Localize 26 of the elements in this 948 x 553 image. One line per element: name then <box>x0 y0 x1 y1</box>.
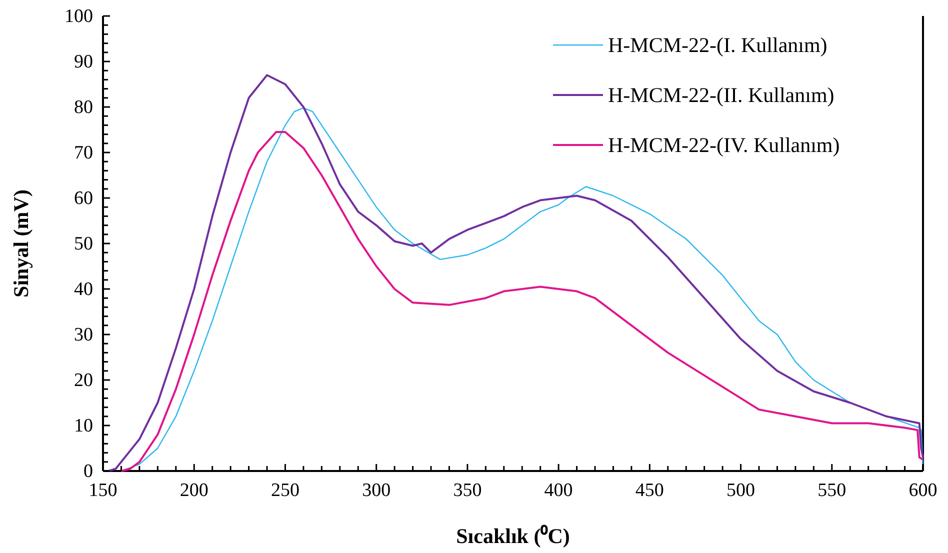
y-tick-label: 20 <box>74 370 93 391</box>
y-tick-label: 30 <box>74 324 93 346</box>
x-tick-label: 450 <box>635 480 664 501</box>
x-tick-label: 600 <box>908 480 938 501</box>
x-axis-title: Sıcaklık (⁰C) <box>456 524 570 548</box>
x-tick-label: 200 <box>180 480 208 501</box>
y-tick-label: 90 <box>74 52 93 72</box>
y-tick-label: 40 <box>74 279 93 300</box>
x-tick-label: 550 <box>818 480 846 501</box>
y-tick-label: 60 <box>74 188 93 209</box>
y-tick-label: 10 <box>74 416 93 436</box>
y-tick-label: 70 <box>74 142 93 164</box>
x-tick-label: 300 <box>362 480 391 501</box>
legend-label: H-MCM-22-(IV. Kullanım) <box>608 133 840 157</box>
y-axis-title: Sinyal (mV) <box>9 190 33 298</box>
x-tick-label: 350 <box>453 480 482 501</box>
x-tick-label: 150 <box>88 480 118 501</box>
x-tick-label: 400 <box>544 480 573 501</box>
x-tick-label: 500 <box>726 480 756 501</box>
y-tick-label: 50 <box>74 234 93 254</box>
y-tick-label: 100 <box>64 6 93 27</box>
legend-label: H-MCM-22-(II. Kullanım) <box>608 83 834 107</box>
y-tick-label: 0 <box>84 461 93 482</box>
y-tick-label: 80 <box>74 97 93 118</box>
legend-label: H-MCM-22-(I. Kullanım) <box>608 33 828 57</box>
x-tick-label: 250 <box>270 480 300 501</box>
